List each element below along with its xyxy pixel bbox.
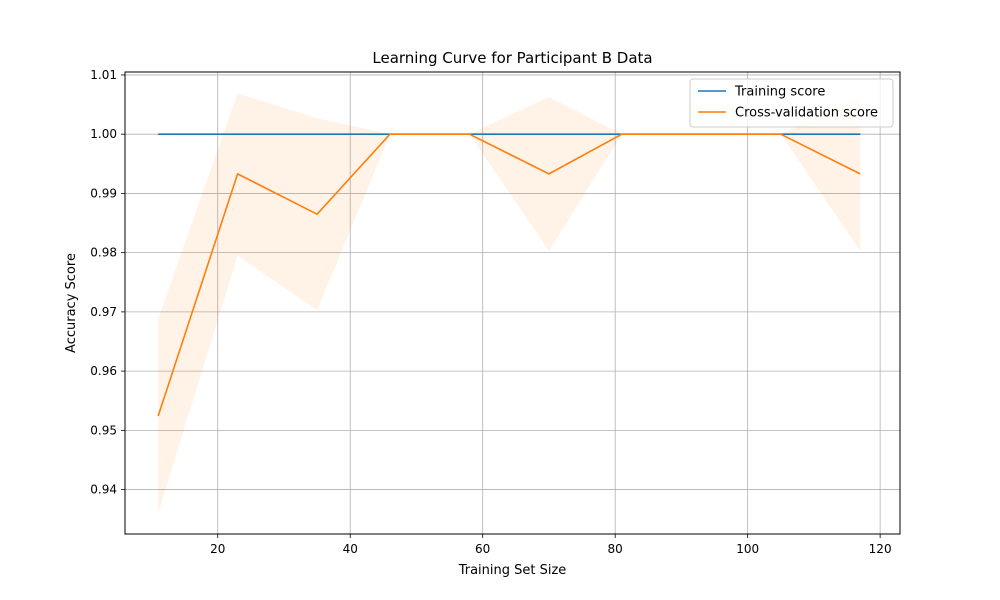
y-tick-label: 0.96: [90, 364, 117, 378]
x-tick-label: 100: [736, 542, 759, 556]
x-tick-label: 20: [210, 542, 225, 556]
y-tick-label: 0.97: [90, 305, 117, 319]
x-tick-label: 80: [608, 542, 623, 556]
axis-ticks: 20 40 60 80 100 120 0.94 0.95 0.96 0.97 0.98 0.99 1.…: [90, 68, 891, 556]
chart-title: Learning Curve for Participant B Data: [372, 49, 652, 67]
y-tick-label: 0.95: [90, 423, 117, 437]
x-tick-label: 40: [343, 542, 358, 556]
legend-entry-cross-validation-score: Cross-validation score: [735, 106, 878, 121]
y-tick-label: 0.98: [90, 246, 117, 260]
cross-validation-score-band: [158, 93, 861, 514]
confidence-bands: [158, 93, 861, 514]
y-axis-label: Accuracy Score: [64, 253, 79, 353]
legend-entry-training-score: Training score: [734, 85, 825, 100]
x-tick-label: 120: [869, 542, 892, 556]
x-tick-label: 60: [475, 542, 490, 556]
legend: Training score Cross-validation score: [689, 78, 894, 128]
y-tick-label: 1.00: [90, 127, 117, 141]
cross-validation-score-line: [157, 133, 861, 417]
y-tick-label: 0.94: [90, 483, 117, 497]
y-tick-label: 0.99: [90, 186, 117, 200]
series-lines: [157, 133, 861, 417]
x-axis-label: Training Set Size: [458, 563, 567, 578]
legend-box: [689, 78, 894, 128]
plot-area-frame: [124, 71, 901, 535]
y-tick-label: 1.01: [90, 68, 117, 82]
